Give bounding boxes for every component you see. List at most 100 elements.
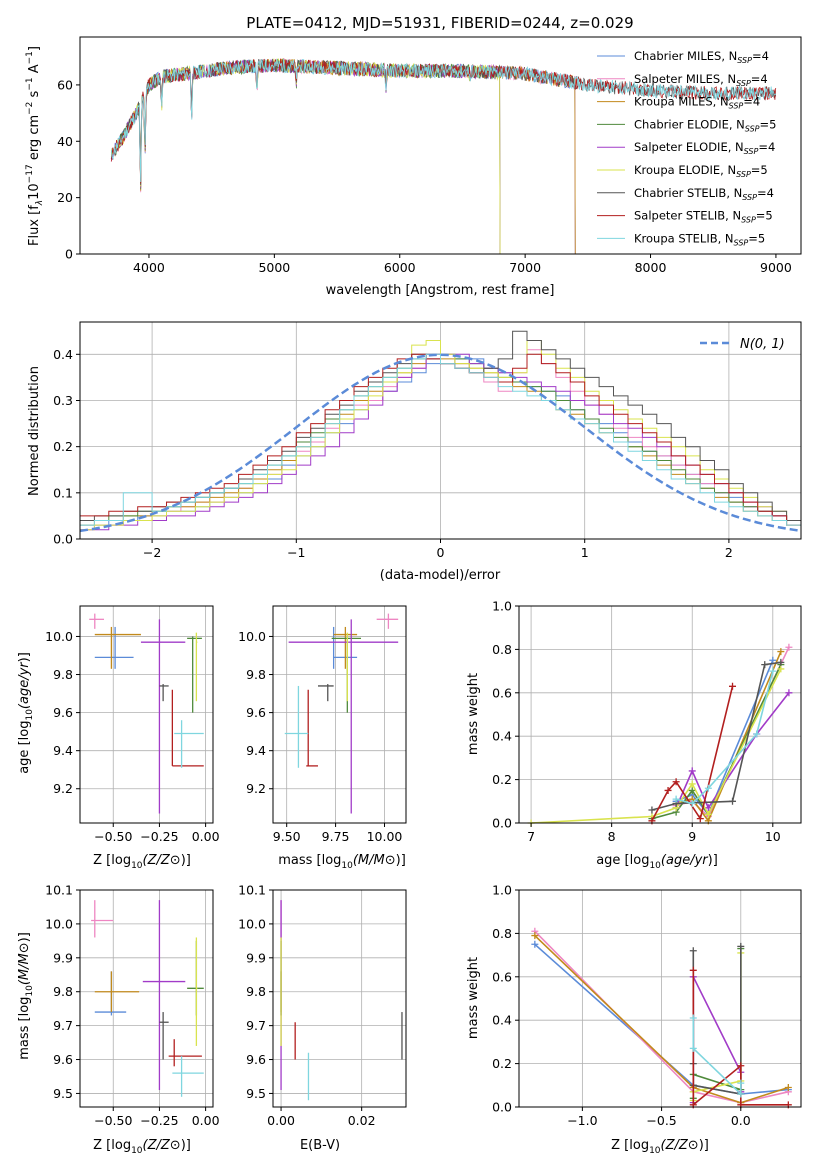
age-vs-mass-point-kroupa-elodie — [346, 632, 349, 702]
weight-vs-z-marker-kroupa-stelib — [689, 1014, 697, 1022]
mass-vs-z-point-kroupa-elodie — [195, 937, 198, 1046]
spectrum-xtick-label: 9000 — [760, 260, 792, 275]
histogram-kroupa-stelib — [80, 353, 801, 526]
weight-vs-z-xtick-label: −0.5 — [646, 1113, 676, 1128]
mass-vs-z-xtick-label: −0.50 — [94, 1113, 132, 1128]
weight-vs-age-line-chabrier-miles — [675, 659, 774, 816]
spectrum-line-kroupa-elodie — [110, 57, 501, 254]
mass-vs-z-point-salpeter-miles — [91, 900, 114, 938]
spectrum-line-kroupa-stelib — [110, 58, 777, 183]
weight-vs-z-xtick-label: 0.0 — [731, 1113, 751, 1128]
spectrum-lines — [110, 57, 777, 254]
weight-vs-age-xtick-label: 7 — [527, 829, 535, 844]
weight-ylabel-bottom: mass weight — [466, 957, 481, 1039]
residuals-xtick-label: −1 — [287, 545, 305, 560]
weight-vs-z-marker-kroupa-miles — [784, 1083, 792, 1091]
weight-vs-z-line-salpeter-elodie — [692, 976, 742, 1103]
age-vs-mass-point-salpeter-miles — [376, 613, 399, 629]
mass-vs-z-point-kroupa-miles — [94, 971, 140, 1013]
residuals-ytick-label: 0.4 — [53, 347, 73, 362]
legend-label-salpeter-elodie: Salpeter ELODIE, NSSP=4 — [634, 140, 775, 156]
mass-vs-ebv-frame — [272, 889, 407, 1108]
legend-label-kroupa-elodie: Kroupa ELODIE, NSSP=5 — [634, 163, 768, 179]
weight-vs-age-marker-kroupa-elodie — [777, 665, 785, 673]
mass-vs-z-point-chabrier-stelib — [159, 1012, 169, 1060]
residuals-xlabel: (data-model)/error — [380, 568, 501, 583]
residuals-ylabel: Normed distribution — [27, 366, 42, 496]
age-vs-z-point-kroupa-miles — [94, 626, 141, 669]
weight-vs-age-marker-kroupa-stelib — [672, 795, 680, 803]
spectrum-legend: Chabrier MILES, NSSP=4 Salpeter MILES, NS… — [597, 49, 776, 247]
legend-normal-label: N(0, 1) — [740, 337, 785, 352]
mass-vs-z-ytick-label: 9.7 — [53, 1018, 73, 1033]
weight-vs-z-marker-kroupa-miles — [531, 932, 539, 940]
residuals-xtick-label: 0 — [437, 545, 445, 560]
mass-vs-z-point-salpeter-elodie — [142, 900, 186, 1091]
spectrum-xtick-label: 4000 — [133, 260, 165, 275]
age-vs-z-point-kroupa-elodie — [195, 632, 198, 702]
age-vs-z-point-kroupa-stelib — [174, 720, 204, 768]
legend-label-kroupa-stelib: Kroupa STELIB, NSSP=5 — [634, 231, 765, 247]
age-xlabel: age [log10(age/yr)] — [596, 853, 718, 871]
mass-vs-ebv-ytick-label: 9.6 — [246, 1052, 266, 1067]
age-ylabel: age [log10(age/yr)] — [17, 652, 35, 774]
age-vs-mass-ytick-label: 9.6 — [246, 705, 266, 720]
spectrum-xtick-label: 6000 — [384, 260, 416, 275]
legend-label-kroupa-miles: Kroupa MILES, NSSP=4 — [634, 95, 760, 111]
panel-mass-vs-ebv: 0.00 0.02 9.5 9.6 9.7 9.8 9.9 10.0 10.1 — [238, 883, 407, 1128]
spectrum-line-kroupa-miles — [110, 58, 576, 254]
mass-vs-z-ytick-label: 9.8 — [53, 984, 73, 999]
age-vs-mass-ytick-label: 9.2 — [246, 781, 266, 796]
weight-vs-age-marker-salpeter-stelib — [672, 778, 680, 786]
spectrum-ytick-label: 60 — [57, 77, 73, 92]
spectrum-line-chabrier-elodie — [110, 58, 501, 254]
z-xlabel-weight: Z [log10(Z/Z⊙)] — [611, 1138, 709, 1156]
weight-vs-age-line-kroupa-elodie — [531, 668, 782, 824]
panel-age-vs-mass: 9.50 9.75 10.00 9.2 9.4 9.6 9.8 10.0 — [238, 605, 407, 844]
weight-vs-age-marker-salpeter-stelib — [696, 815, 704, 823]
age-vs-z-point-chabrier-stelib — [159, 684, 169, 702]
weight-vs-z-marker-salpeter-stelib — [689, 966, 697, 974]
weight-vs-age-marker-kroupa-miles — [777, 648, 785, 656]
weight-vs-age-ytick-label: 0.0 — [492, 816, 512, 831]
spectrum-ytick-label: 0 — [65, 247, 73, 262]
weight-vs-z-ytick-label: 0.8 — [492, 926, 512, 941]
mass-vs-ebv-xtick-label: 0.00 — [267, 1113, 295, 1128]
age-vs-z-ytick-label: 9.4 — [53, 743, 73, 758]
normal-curve — [80, 353, 801, 533]
weight-vs-age-marker-kroupa-stelib — [769, 667, 777, 675]
mass-vs-ebv-xtick-label: 0.02 — [348, 1113, 376, 1128]
weight-vs-age-marker-kroupa-stelib — [753, 730, 761, 738]
weight-vs-z-marker-kroupa-stelib — [737, 1090, 745, 1098]
mass-vs-z-xtick-label: −0.25 — [140, 1113, 178, 1128]
age-vs-z-xtick-label: −0.25 — [140, 829, 178, 844]
weight-ylabel-top: mass weight — [466, 673, 481, 755]
age-vs-mass-point-chabrier-stelib — [317, 684, 334, 702]
z-xlabel-top: Z [log10(Z/Z⊙)] — [93, 853, 191, 871]
weight-vs-z-ytick-label: 0.6 — [492, 969, 512, 984]
weight-vs-z-marker-chabrier-miles — [531, 940, 539, 948]
weight-vs-z-ytick-label: 1.0 — [492, 883, 512, 898]
spectrum-ytick-label: 20 — [57, 190, 73, 205]
weight-vs-age-marker-chabrier-miles — [769, 656, 777, 664]
mass-vs-ebv-ytick-label: 10.0 — [238, 916, 266, 931]
mass-vs-z-ytick-label: 9.9 — [53, 950, 73, 965]
weight-vs-z-frame — [518, 889, 802, 1108]
weight-vs-z-marker-kroupa-stelib — [737, 1079, 745, 1087]
weight-vs-age-xtick-label: 8 — [608, 829, 616, 844]
z-xlabel-bottom: Z [log10(Z/Z⊙)] — [93, 1138, 191, 1156]
weight-vs-age-marker-chabrier-stelib — [648, 806, 656, 814]
age-vs-z-xtick-label: 0.00 — [192, 829, 220, 844]
age-vs-z-ytick-label: 9.8 — [53, 667, 73, 682]
figure-title: PLATE=0412, MJD=51931, FIBERID=0244, z=0… — [246, 14, 633, 32]
residuals-ytick-label: 0.3 — [53, 393, 73, 408]
mass-xlabel: mass [log10(M/M⊙)] — [278, 853, 406, 871]
mass-vs-z-ytick-label: 9.5 — [53, 1086, 73, 1101]
spectrum-line-salpeter-elodie — [110, 59, 501, 254]
age-vs-mass-xtick-label: 9.75 — [322, 829, 350, 844]
weight-vs-age-marker-kroupa-stelib — [704, 784, 712, 792]
age-vs-mass-ytick-label: 9.4 — [246, 743, 266, 758]
weight-vs-age-marker-salpeter-miles — [785, 643, 793, 651]
residuals-xtick-label: −2 — [143, 545, 161, 560]
